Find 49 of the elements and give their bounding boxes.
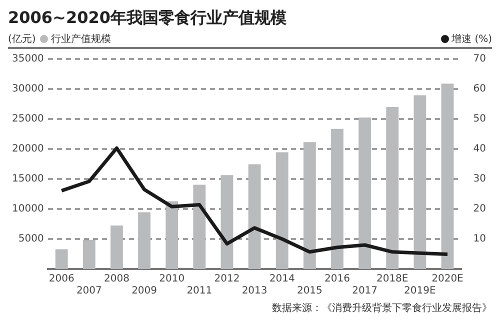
x-tick-label: 2007 [76, 286, 102, 297]
bar [82, 240, 96, 269]
y-tick-label: 25000 [12, 114, 44, 125]
y2-tick-label: 50 [473, 114, 486, 125]
bar [331, 128, 344, 269]
bar [358, 118, 372, 269]
source-note: 数据来源：《消费升级背景下零食行业发展报告》 [271, 302, 492, 315]
y-tick-label: 10000 [12, 204, 44, 215]
x-tick-label: 2011 [186, 286, 212, 297]
bar [303, 142, 316, 269]
legend-label: 行业产值规模 [50, 32, 111, 46]
x-tick-label: 2014 [269, 274, 295, 285]
y2-tick-label: 30 [473, 174, 486, 185]
y-tick-label: 5000 [18, 234, 44, 245]
x-tick-label: 2016 [324, 274, 350, 285]
x-tick-label: 2008 [104, 274, 130, 285]
y-tick-label: 15000 [12, 174, 44, 185]
x-tick-label: 2019E [404, 286, 436, 297]
bar [414, 95, 426, 269]
x-tick-label: 2020E [432, 274, 464, 285]
y2-tick-label: 40 [473, 144, 486, 155]
y2-tick-label: 60 [473, 84, 486, 95]
y-tick-label: 30000 [12, 84, 44, 95]
y-tick-label: 20000 [12, 144, 44, 155]
bar [441, 84, 454, 269]
x-tick-label: 2010 [159, 274, 185, 285]
bar [110, 226, 123, 269]
x-tick-label: 2006 [48, 274, 74, 285]
legend-label: 增速 (%) [452, 32, 492, 46]
bar [386, 107, 399, 269]
x-tick-label: 2009 [132, 286, 158, 297]
bar [55, 249, 68, 269]
x-tick-label: 2013 [242, 286, 268, 297]
y2-tick-label: 10 [473, 234, 486, 245]
bar [248, 164, 261, 269]
x-tick-label: 2018E [376, 274, 408, 285]
y2-tick-label: 20 [473, 204, 486, 215]
x-tick-label: 2012 [214, 274, 240, 285]
bar [276, 152, 288, 269]
chart-title: 2006~2020年我国零食行业产值规模 [8, 8, 288, 28]
y2-tick-label: 70 [473, 54, 486, 65]
bar [220, 175, 234, 269]
x-tick-label: 2015 [296, 286, 322, 297]
bar [193, 184, 206, 269]
bar [138, 212, 150, 269]
x-tick-label: 2017 [352, 286, 378, 297]
y-tick-label: 35000 [12, 54, 44, 65]
bar [166, 201, 178, 269]
y-axis-title: (亿元) [8, 33, 36, 46]
